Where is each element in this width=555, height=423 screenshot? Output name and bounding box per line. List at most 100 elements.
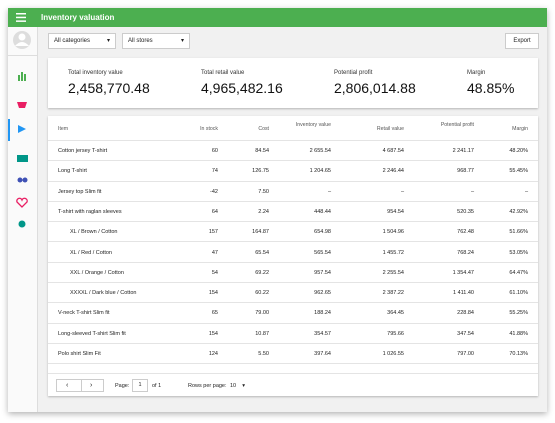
cell: 1 504.96: [382, 229, 404, 236]
dropdown-text: All stores: [128, 38, 153, 44]
cell: 228.84: [457, 310, 474, 317]
column-header: Retail value: [376, 126, 404, 132]
cell: 55.25%: [509, 310, 528, 317]
rows-value: 10: [230, 383, 237, 389]
cell: 154: [208, 330, 218, 337]
page-input[interactable]: 1: [132, 379, 148, 392]
cell: 954.54: [387, 208, 404, 215]
export-button[interactable]: Export: [505, 33, 539, 49]
item-name: Long-sleeved T-shirt Slim fit: [58, 330, 126, 337]
store-filter[interactable]: All stores ▾: [122, 33, 190, 49]
cell: 2 387.22: [382, 290, 404, 297]
item-name: Jersey top Slim fit: [58, 188, 102, 195]
item-name: Polo shirt Slim Fit: [58, 351, 101, 357]
cell: 55.45%: [509, 168, 528, 175]
item-name: Cotton jersey T-shirt: [58, 148, 108, 154]
cell: 41.88%: [509, 330, 528, 337]
cell: 1 204.65: [309, 168, 331, 175]
cell: 65: [211, 310, 218, 317]
cell: 154: [208, 290, 218, 297]
cell: 54: [211, 269, 218, 276]
cell: 347.54: [457, 330, 474, 337]
pagination: ‹ › Page: 1 of 1 Rows per page: 10 ▾: [48, 373, 538, 396]
column-header: Margin: [512, 126, 528, 132]
cell: 124: [208, 351, 218, 357]
cell: 2.24: [258, 208, 269, 215]
cell: 64.47%: [509, 269, 528, 276]
app-window: Inventory valuation All categories ▾ All …: [8, 8, 547, 412]
item-row: Cotton jersey T-shirt 60 84.54 2 655.54 4 68…: [48, 141, 538, 162]
cell: –: [327, 188, 331, 195]
button-text: Export: [513, 38, 531, 44]
summary-label: Margin: [467, 70, 486, 76]
rows-select[interactable]: 10 ▾: [230, 383, 245, 389]
cell: 7.50: [258, 188, 269, 195]
cell: 2 655.54: [309, 148, 331, 154]
title: Inventory valuation: [41, 13, 115, 22]
cell: 64: [211, 208, 218, 215]
rows-label: Rows per page:: [188, 383, 227, 389]
cell: 397.64: [314, 351, 331, 357]
summary-value: 4,965,482.16: [201, 80, 283, 96]
cell: 797.00: [457, 351, 474, 357]
column-header: Cost: [258, 126, 269, 132]
item-name: V-neck T-shirt Slim fit: [58, 310, 110, 317]
summary-value: 2,458,770.48: [68, 80, 150, 96]
item-row: Long-sleeved T-shirt Slim fit 154 10.87 354…: [48, 324, 538, 344]
cell: 2 241.17: [452, 148, 474, 154]
cell: 364.45: [387, 310, 404, 317]
cell: –: [524, 188, 528, 195]
cell: 795.66: [387, 330, 404, 337]
item-name: XL / Red / Cotton: [70, 249, 112, 256]
cell: –: [470, 188, 474, 195]
table-card: ‹ › Page: 1 of 1 Rows per page: 10 ▾ Item…: [48, 116, 538, 396]
variant-row: XL / Red / Cotton 47 65.54 565.54 1 455.72 76…: [48, 243, 538, 263]
category-filter[interactable]: All categories ▾: [48, 33, 116, 49]
variant-row: XL / Brown / Cotton 157 164.87 654.98 1 504.…: [48, 222, 538, 243]
nav-icons[interactable]: [8, 27, 38, 237]
sidebar: [8, 27, 38, 412]
header-row: Item In stock Cost Inventory value Retail va…: [48, 116, 538, 141]
summary-value: 48.85%: [467, 80, 515, 96]
cell: 79.00: [255, 310, 269, 317]
cell: 1 455.72: [382, 249, 404, 256]
column-header: Inventory value: [295, 122, 331, 128]
cell: 53.05%: [509, 249, 528, 256]
summary-label: Total retail value: [201, 70, 245, 76]
cell: 1 354.47: [452, 269, 474, 276]
cell: 60.22: [255, 290, 269, 297]
cell: 1 026.55: [382, 351, 404, 357]
cell: 84.54: [255, 148, 269, 154]
summary-value: 2,806,014.88: [334, 80, 416, 96]
cell: -42: [210, 188, 218, 195]
cell: 70.13%: [509, 351, 528, 357]
page-count: of 1: [152, 383, 162, 389]
item-row: Polo shirt Slim Fit 124 5.50 397.64 1 026.55…: [48, 344, 538, 365]
column-header: Item: [58, 126, 69, 132]
cell: 74: [211, 168, 218, 175]
cell: 61.10%: [509, 290, 528, 297]
cell: 48.20%: [509, 148, 528, 154]
cell: 354.57: [314, 330, 331, 337]
menu-icon[interactable]: [16, 13, 26, 22]
summary-label: Total inventory value: [68, 70, 123, 76]
cell: 520.35: [457, 208, 474, 215]
column-header: In stock: [200, 126, 218, 132]
cell: 762.48: [457, 229, 474, 236]
page-nav[interactable]: ‹ ›: [56, 379, 104, 392]
cell: 565.54: [314, 249, 331, 256]
cell: 164.87: [252, 229, 269, 236]
item-name: Long T-shirt: [58, 168, 87, 175]
cell: 1 411.40: [452, 290, 474, 297]
item-name: T-shirt with raglan sleeves: [58, 208, 122, 215]
app-bar: Inventory valuation: [8, 8, 547, 27]
cell: 654.98: [314, 229, 331, 236]
item-row: Jersey top Slim fit -42 7.50 – – – –: [48, 182, 538, 202]
summary-card: Total inventory value 2,458,770.48 Total r…: [48, 58, 538, 108]
cell: –: [400, 188, 404, 195]
cell: 448.44: [314, 208, 331, 215]
dropdown-text: All categories: [54, 38, 91, 44]
cell: 60: [211, 148, 218, 154]
item-row: Long T-shirt 74 126.75 1 204.65 2 246.44 968.…: [48, 161, 538, 182]
